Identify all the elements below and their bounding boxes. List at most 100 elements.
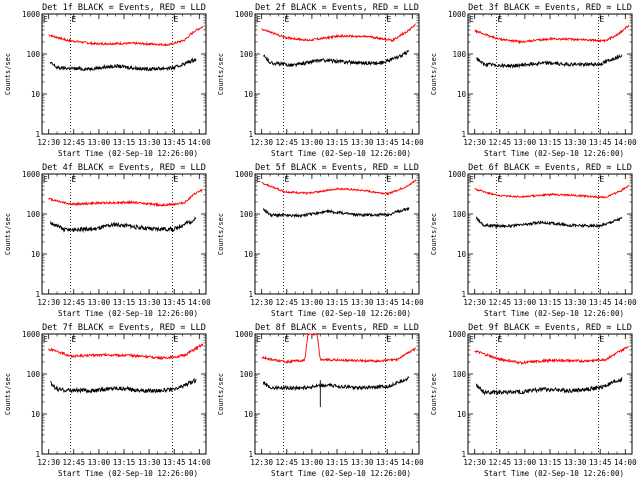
event-marker-label: E <box>600 335 605 344</box>
y-axis-label: Counts/sec <box>430 373 438 415</box>
x-tick-label: 12:30 <box>250 298 273 307</box>
x-tick-label: 14:00 <box>188 458 211 467</box>
x-tick-label: 12:45 <box>63 298 86 307</box>
lightcurve-plot: Det 9f BLACK = Events, RED = LLD Counts/s… <box>430 323 637 478</box>
x-axis-label: Start Time (02-Sep-10 12:26:00) <box>484 149 624 158</box>
x-tick-label: 13:45 <box>163 458 186 467</box>
panel-title: Det 5f BLACK = Events, RED = LLD <box>255 163 419 173</box>
x-tick-label: 13:45 <box>163 298 186 307</box>
panel-det-1f: Det 1f BLACK = Events, RED = LLD Counts/s… <box>0 0 213 160</box>
x-axis-label: Start Time (02-Sep-10 12:26:00) <box>484 309 624 318</box>
event-marker-label: E <box>600 15 605 24</box>
x-tick-label: 14:00 <box>401 138 424 147</box>
x-tick-label: 13:00 <box>514 138 537 147</box>
y-tick-label: 1000 <box>448 10 467 19</box>
x-tick-label: 13:15 <box>326 298 349 307</box>
panel-det-8f: Det 8f BLACK = Events, RED = LLD Counts/s… <box>213 320 426 480</box>
x-tick-label: 13:00 <box>301 138 324 147</box>
x-tick-label: 13:30 <box>564 458 587 467</box>
lld-series-line <box>261 332 417 365</box>
lightcurve-plot: Det 2f BLACK = Events, RED = LLD Counts/s… <box>217 3 424 158</box>
x-tick-label: 14:00 <box>188 138 211 147</box>
panel-title: Det 8f BLACK = Events, RED = LLD <box>255 323 419 333</box>
x-tick-label: 13:00 <box>301 298 324 307</box>
y-axis-label: Counts/sec <box>4 373 12 415</box>
x-tick-label: 12:30 <box>463 298 486 307</box>
x-tick-label: 13:15 <box>113 298 136 307</box>
y-tick-label: 1000 <box>235 10 254 19</box>
event-marker-label: E <box>469 15 474 24</box>
event-marker-label: E <box>256 175 261 184</box>
y-tick-label: 100 <box>26 210 40 219</box>
panel-title: Det 3f BLACK = Events, RED = LLD <box>468 3 632 13</box>
event-marker-label: E <box>497 15 502 24</box>
panel-det-3f: Det 3f BLACK = Events, RED = LLD Counts/s… <box>426 0 639 160</box>
y-tick-label: 100 <box>239 50 253 59</box>
y-tick-label: 100 <box>452 50 466 59</box>
panel-title: Det 2f BLACK = Events, RED = LLD <box>255 3 419 13</box>
event-marker-label: E <box>71 335 76 344</box>
event-marker-label: E <box>174 15 179 24</box>
x-tick-label: 13:15 <box>326 138 349 147</box>
event-marker-label: E <box>43 15 48 24</box>
panel-title: Det 7f BLACK = Events, RED = LLD <box>42 323 206 333</box>
y-tick-label: 10 <box>457 250 467 259</box>
event-marker-label: E <box>43 335 48 344</box>
y-tick-label: 1 <box>248 130 253 139</box>
y-tick-label: 1 <box>35 450 40 459</box>
y-tick-label: 1000 <box>22 10 41 19</box>
events-series-line <box>475 377 623 396</box>
y-tick-label: 1 <box>248 450 253 459</box>
x-tick-label: 13:00 <box>88 138 111 147</box>
x-tick-label: 13:15 <box>539 298 562 307</box>
y-tick-label: 10 <box>457 410 467 419</box>
y-tick-label: 1000 <box>22 170 41 179</box>
event-marker-label: E <box>256 15 261 24</box>
x-tick-label: 13:45 <box>589 298 612 307</box>
x-tick-label: 12:30 <box>37 138 60 147</box>
x-tick-label: 13:15 <box>113 458 136 467</box>
y-tick-label: 1000 <box>448 330 467 339</box>
x-tick-label: 13:30 <box>138 458 161 467</box>
y-tick-label: 10 <box>457 90 467 99</box>
x-tick-label: 13:30 <box>138 298 161 307</box>
x-tick-label: 12:30 <box>250 458 273 467</box>
y-tick-label: 1000 <box>448 170 467 179</box>
x-axis-label: Start Time (02-Sep-10 12:26:00) <box>271 469 411 478</box>
x-tick-label: 12:30 <box>37 298 60 307</box>
x-tick-label: 14:00 <box>614 298 637 307</box>
event-marker-label: E <box>71 15 76 24</box>
y-tick-label: 100 <box>26 370 40 379</box>
panel-title: Det 4f BLACK = Events, RED = LLD <box>42 163 206 173</box>
lightcurve-plot: Det 4f BLACK = Events, RED = LLD Counts/s… <box>4 163 211 318</box>
plot-frame <box>467 173 633 295</box>
x-tick-label: 13:15 <box>539 138 562 147</box>
x-tick-label: 12:45 <box>489 298 512 307</box>
event-marker-label: E <box>600 175 605 184</box>
panel-title: Det 9f BLACK = Events, RED = LLD <box>468 323 632 333</box>
y-tick-label: 100 <box>239 210 253 219</box>
lld-series-line <box>474 184 630 200</box>
y-tick-label: 10 <box>31 410 41 419</box>
y-tick-label: 1 <box>461 450 466 459</box>
x-tick-label: 13:00 <box>301 458 324 467</box>
x-tick-label: 13:45 <box>376 298 399 307</box>
x-tick-label: 12:45 <box>63 138 86 147</box>
x-tick-label: 13:45 <box>376 458 399 467</box>
plot-frame <box>254 333 420 455</box>
y-tick-label: 10 <box>244 90 254 99</box>
events-series-line <box>263 49 409 68</box>
events-series-line <box>262 206 410 219</box>
event-marker-label: E <box>256 335 261 344</box>
y-tick-label: 1 <box>248 290 253 299</box>
events-series-line <box>476 53 623 70</box>
panel-det-6f: Det 6f BLACK = Events, RED = LLD Counts/s… <box>426 160 639 320</box>
x-axis-label: Start Time (02-Sep-10 12:26:00) <box>58 149 198 158</box>
lld-series-line <box>48 188 203 208</box>
x-tick-label: 12:30 <box>463 138 486 147</box>
lightcurve-plot: Det 3f BLACK = Events, RED = LLD Counts/s… <box>430 3 637 158</box>
panel-det-9f: Det 9f BLACK = Events, RED = LLD Counts/s… <box>426 320 639 480</box>
event-marker-label: E <box>284 15 289 24</box>
plot-frame <box>254 13 420 135</box>
